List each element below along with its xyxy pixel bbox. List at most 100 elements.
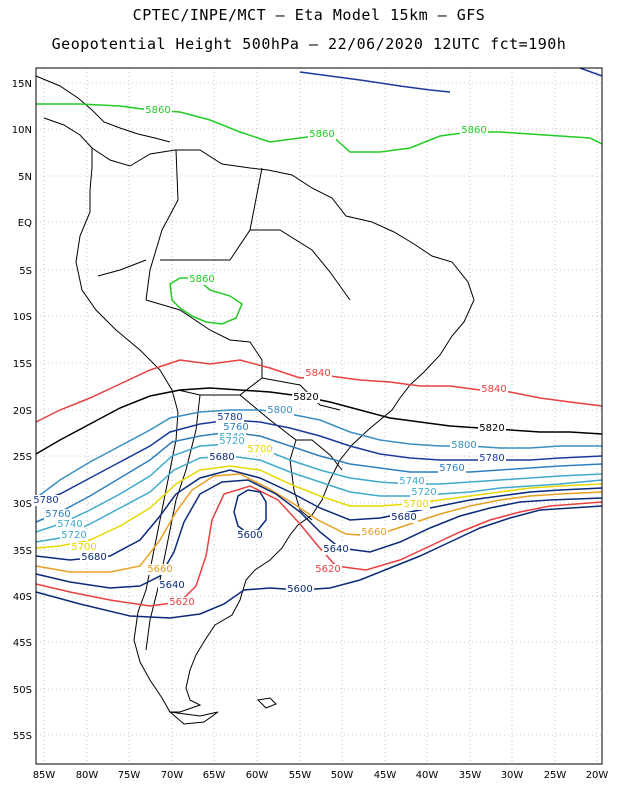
- contour-label: 5840: [305, 368, 330, 379]
- contour-label: 5780: [217, 412, 242, 423]
- contour-lines: [35, 103, 603, 619]
- contour-label-background: [308, 129, 336, 140]
- contour-label: 5620: [169, 597, 194, 608]
- contour-label: 5780: [479, 453, 504, 464]
- lon-label: 20W: [586, 770, 609, 781]
- lon-label: 25W: [544, 770, 567, 781]
- lon-label: 55W: [289, 770, 312, 781]
- contour-label-background: [390, 512, 418, 523]
- contour-label: 5820: [479, 423, 504, 434]
- contour-5880-fragment: [299, 71, 451, 93]
- lon-label: 35W: [459, 770, 482, 781]
- contour-label-background: [56, 519, 84, 530]
- lat-label: 20S: [13, 406, 32, 417]
- lat-label: 55S: [13, 731, 32, 742]
- contour-label: 5760: [45, 509, 70, 520]
- contour-label: 5700: [247, 444, 272, 455]
- contour-label-background: [438, 463, 466, 474]
- lon-label: 60W: [246, 770, 269, 781]
- latitude-labels: 15N 10N 5N EQ 5S 10S 15S 20S 25S 30S 35S 40S 45S 50S 5…: [12, 79, 32, 742]
- contour-label: 5760: [223, 422, 248, 433]
- contour-label: 5720: [219, 436, 244, 447]
- contour-label-background: [236, 530, 264, 541]
- contour-label-background: [480, 384, 508, 395]
- lat-label: 35S: [13, 546, 32, 557]
- contour-label-background: [158, 580, 186, 591]
- lat-label: EQ: [18, 218, 32, 229]
- lat-lon-grid: [36, 68, 602, 764]
- contour-label-background: [478, 453, 506, 464]
- contour-label: 5660: [361, 527, 386, 538]
- lon-label: 65W: [203, 770, 226, 781]
- contour-label-background: [70, 542, 98, 553]
- lon-label: 30W: [501, 770, 524, 781]
- lat-label: 25S: [13, 452, 32, 463]
- lon-label: 45W: [374, 770, 397, 781]
- contour-label: 5840: [481, 384, 506, 395]
- map-title-line2: Geopotential Height 500hPa – 22/06/2020 …: [51, 35, 567, 53]
- contour-label: 5740: [57, 519, 82, 530]
- contour-label-background: [478, 423, 506, 434]
- lon-label: 40W: [416, 770, 439, 781]
- contour-label-background: [322, 544, 350, 555]
- contour-label-background: [44, 509, 72, 520]
- contour-label: 5780: [33, 495, 58, 506]
- contour-label-background: [292, 392, 320, 403]
- contour-label: 5860: [309, 129, 334, 140]
- contour-label: 5680: [81, 552, 106, 563]
- contour-label-background: [168, 597, 196, 608]
- contour-label: 5720: [411, 487, 436, 498]
- lat-label: 5N: [18, 172, 32, 183]
- lat-label: 15N: [12, 79, 32, 90]
- map-title-line1: CPTEC/INPE/MCT – Eta Model 15km – GFS: [132, 6, 486, 24]
- contour-label-background: [188, 274, 216, 285]
- contour-label: 5700: [71, 542, 96, 553]
- lat-label: 30S: [13, 499, 32, 510]
- contour-label-background: [360, 527, 388, 538]
- contour-label-background: [314, 564, 342, 575]
- contour-label: 5800: [451, 440, 476, 451]
- contour-label-background: [246, 444, 274, 455]
- contour-label: 5860: [461, 125, 486, 136]
- contour-label: 5720: [61, 530, 86, 541]
- contour-label-background: [146, 564, 174, 575]
- map-frame: [35, 67, 603, 765]
- lon-label: 50W: [331, 770, 354, 781]
- contour-label: 5800: [267, 405, 292, 416]
- contour-label-background: [222, 422, 250, 433]
- contour-label: 5740: [399, 476, 424, 487]
- contour-label-background: [32, 495, 60, 506]
- contour-label: 5660: [147, 564, 172, 575]
- lat-label: 45S: [13, 638, 32, 649]
- lat-label: 40S: [13, 592, 32, 603]
- contour-label: 5820: [293, 392, 318, 403]
- lat-label: 10S: [13, 312, 32, 323]
- coastline: [35, 75, 475, 725]
- contour-label-background: [266, 405, 294, 416]
- lat-label: 15S: [13, 359, 32, 370]
- contour-label-background: [208, 452, 236, 463]
- contour-label: 5640: [159, 580, 184, 591]
- contour-label-background: [410, 487, 438, 498]
- lon-label: 70W: [161, 770, 184, 781]
- lon-label: 80W: [76, 770, 99, 781]
- contour-label-background: [60, 530, 88, 541]
- contour-label: 5620: [315, 564, 340, 575]
- lon-label: 85W: [33, 770, 56, 781]
- lat-label: 5S: [19, 266, 32, 277]
- contour-label-background: [402, 499, 430, 510]
- contour-label-background: [286, 584, 314, 595]
- contour-label: 5760: [439, 463, 464, 474]
- lat-label: 10N: [12, 125, 32, 136]
- lon-label: 75W: [118, 770, 141, 781]
- contour-label: 5860: [145, 105, 170, 116]
- contour-label-background: [218, 436, 246, 447]
- contour-label-background: [460, 125, 488, 136]
- contour-label: 5700: [403, 499, 428, 510]
- contour-label: 5600: [287, 584, 312, 595]
- contour-label-background: [216, 412, 244, 423]
- contour-label: 5680: [209, 452, 234, 463]
- contour-label-background: [398, 476, 426, 487]
- contour-5880-fragment-east: [579, 67, 603, 77]
